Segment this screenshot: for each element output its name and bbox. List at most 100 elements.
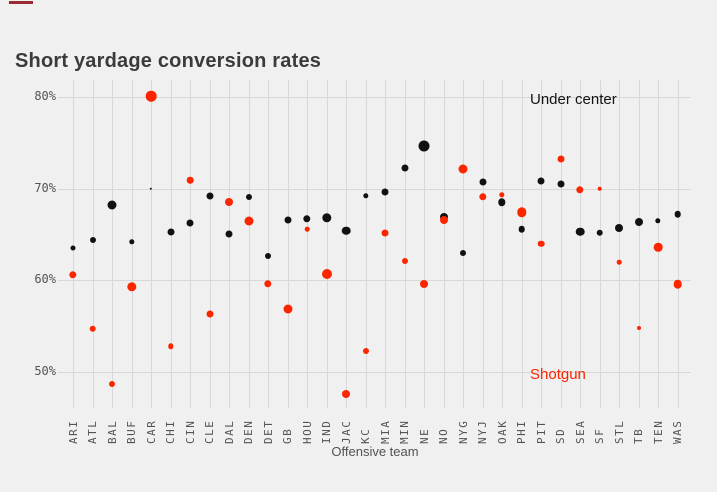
v-gridline: [268, 80, 269, 408]
data-point-under-center-ind: [321, 213, 332, 223]
data-point-under-center-chi: [167, 228, 174, 236]
v-gridline: [404, 80, 406, 408]
v-gridline: [560, 80, 562, 408]
v-gridline: [638, 80, 640, 408]
x-tick-label: OAK: [495, 419, 509, 444]
y-tick-label: 50%: [34, 364, 56, 378]
v-gridline: [209, 80, 211, 408]
v-gridline: [287, 80, 289, 408]
data-point-shotgun-det: [264, 280, 272, 288]
x-axis-title: Offensive team: [331, 444, 419, 459]
data-point-shotgun-buf: [126, 282, 137, 292]
v-gridline: [463, 80, 464, 408]
data-point-shotgun-ten: [653, 243, 663, 252]
v-gridline: [92, 80, 94, 408]
v-gridline: [521, 80, 523, 408]
v-gridline: [599, 80, 601, 408]
y-tick-label: 80%: [34, 89, 56, 103]
v-gridline: [677, 80, 679, 408]
data-point-shotgun-jac: [342, 389, 350, 398]
y-tick-label: 60%: [34, 272, 56, 286]
data-point-under-center-gb: [284, 216, 291, 224]
v-gridline: [502, 80, 503, 408]
data-point-shotgun-gb: [283, 304, 292, 314]
x-tick-label: BAL: [105, 419, 119, 444]
x-tick-label: PIT: [534, 419, 548, 444]
data-point-shotgun-mia: [381, 229, 389, 237]
v-gridline: [443, 80, 445, 408]
x-tick-label: JAC: [339, 419, 353, 444]
x-tick-label: HOU: [300, 419, 314, 444]
data-point-under-center-cle: [206, 192, 213, 200]
v-gridline: [346, 80, 347, 408]
data-point-under-center-nyg: [460, 249, 466, 256]
v-gridline: [365, 80, 367, 408]
v-gridline: [326, 80, 328, 408]
data-point-shotgun-nyg: [458, 164, 468, 174]
x-tick-label: GB: [281, 427, 294, 444]
x-tick-label: CAR: [144, 419, 158, 444]
x-tick-label: KC: [359, 427, 372, 444]
h-gridline: [58, 97, 691, 98]
data-point-shotgun-sf: [597, 186, 602, 191]
data-point-shotgun-bal: [109, 380, 115, 387]
v-gridline: [248, 80, 250, 408]
data-point-under-center-sea: [575, 227, 585, 237]
x-tick-label: CIN: [183, 419, 197, 444]
data-point-shotgun-was: [673, 279, 682, 289]
data-point-under-center-hou: [303, 215, 311, 223]
x-tick-label: TEN: [651, 419, 665, 444]
data-point-shotgun-atl: [89, 325, 96, 333]
v-gridline: [151, 80, 152, 408]
data-point-shotgun-tb: [636, 325, 641, 330]
x-tick-label: NYJ: [476, 419, 489, 444]
data-point-under-center-tb: [634, 217, 643, 226]
legend-shotgun: Shotgun: [530, 366, 586, 383]
data-point-under-center-was: [674, 211, 681, 218]
v-gridline: [170, 80, 172, 408]
v-gridline: [580, 80, 581, 408]
data-point-under-center-den: [245, 193, 252, 200]
data-point-under-center-det: [265, 252, 271, 259]
legend-under-center: Under center: [530, 91, 617, 108]
v-gridline: [190, 80, 191, 408]
data-point-shotgun-nyj: [478, 193, 487, 201]
v-gridline: [482, 80, 484, 408]
data-point-shotgun-sea: [576, 185, 584, 194]
x-tick-label: ARI: [66, 419, 80, 444]
x-tick-label: SEA: [573, 419, 587, 444]
data-point-under-center-car: [149, 187, 153, 190]
data-point-under-center-mia: [381, 188, 389, 196]
data-point-under-center-oak: [498, 198, 506, 207]
x-tick-label: IND: [320, 419, 333, 444]
x-tick-label: DAL: [222, 419, 236, 444]
data-point-under-center-nyj: [479, 178, 486, 186]
v-gridline: [229, 80, 230, 408]
h-gridline: [58, 189, 691, 190]
data-point-under-center-atl: [89, 236, 96, 243]
x-tick-label: BUF: [125, 419, 138, 444]
data-point-under-center-cin: [186, 219, 194, 227]
data-point-under-center-bal: [107, 200, 117, 210]
h-gridline: [58, 372, 691, 373]
top-left-artifact-bar: [9, 1, 33, 4]
x-tick-label: WAS: [671, 419, 684, 444]
x-tick-label: MIN: [398, 419, 411, 444]
v-gridline: [307, 80, 308, 408]
v-gridline: [112, 80, 113, 408]
x-tick-label: SD: [554, 427, 567, 444]
data-point-under-center-sf: [596, 229, 603, 236]
data-point-under-center-ten: [655, 218, 661, 224]
data-point-under-center-ne: [418, 140, 430, 152]
data-point-under-center-pit: [537, 177, 545, 185]
data-point-under-center-phi: [518, 225, 525, 233]
x-tick-label: CHI: [164, 419, 177, 444]
data-point-shotgun-ari: [69, 271, 77, 279]
data-point-shotgun-dal: [225, 198, 233, 207]
data-point-under-center-min: [401, 164, 408, 172]
x-tick-label: DEN: [242, 419, 255, 444]
chart-title: Short yardage conversion rates: [15, 50, 322, 72]
data-point-under-center-buf: [128, 239, 135, 245]
data-point-shotgun-pit: [537, 240, 545, 247]
